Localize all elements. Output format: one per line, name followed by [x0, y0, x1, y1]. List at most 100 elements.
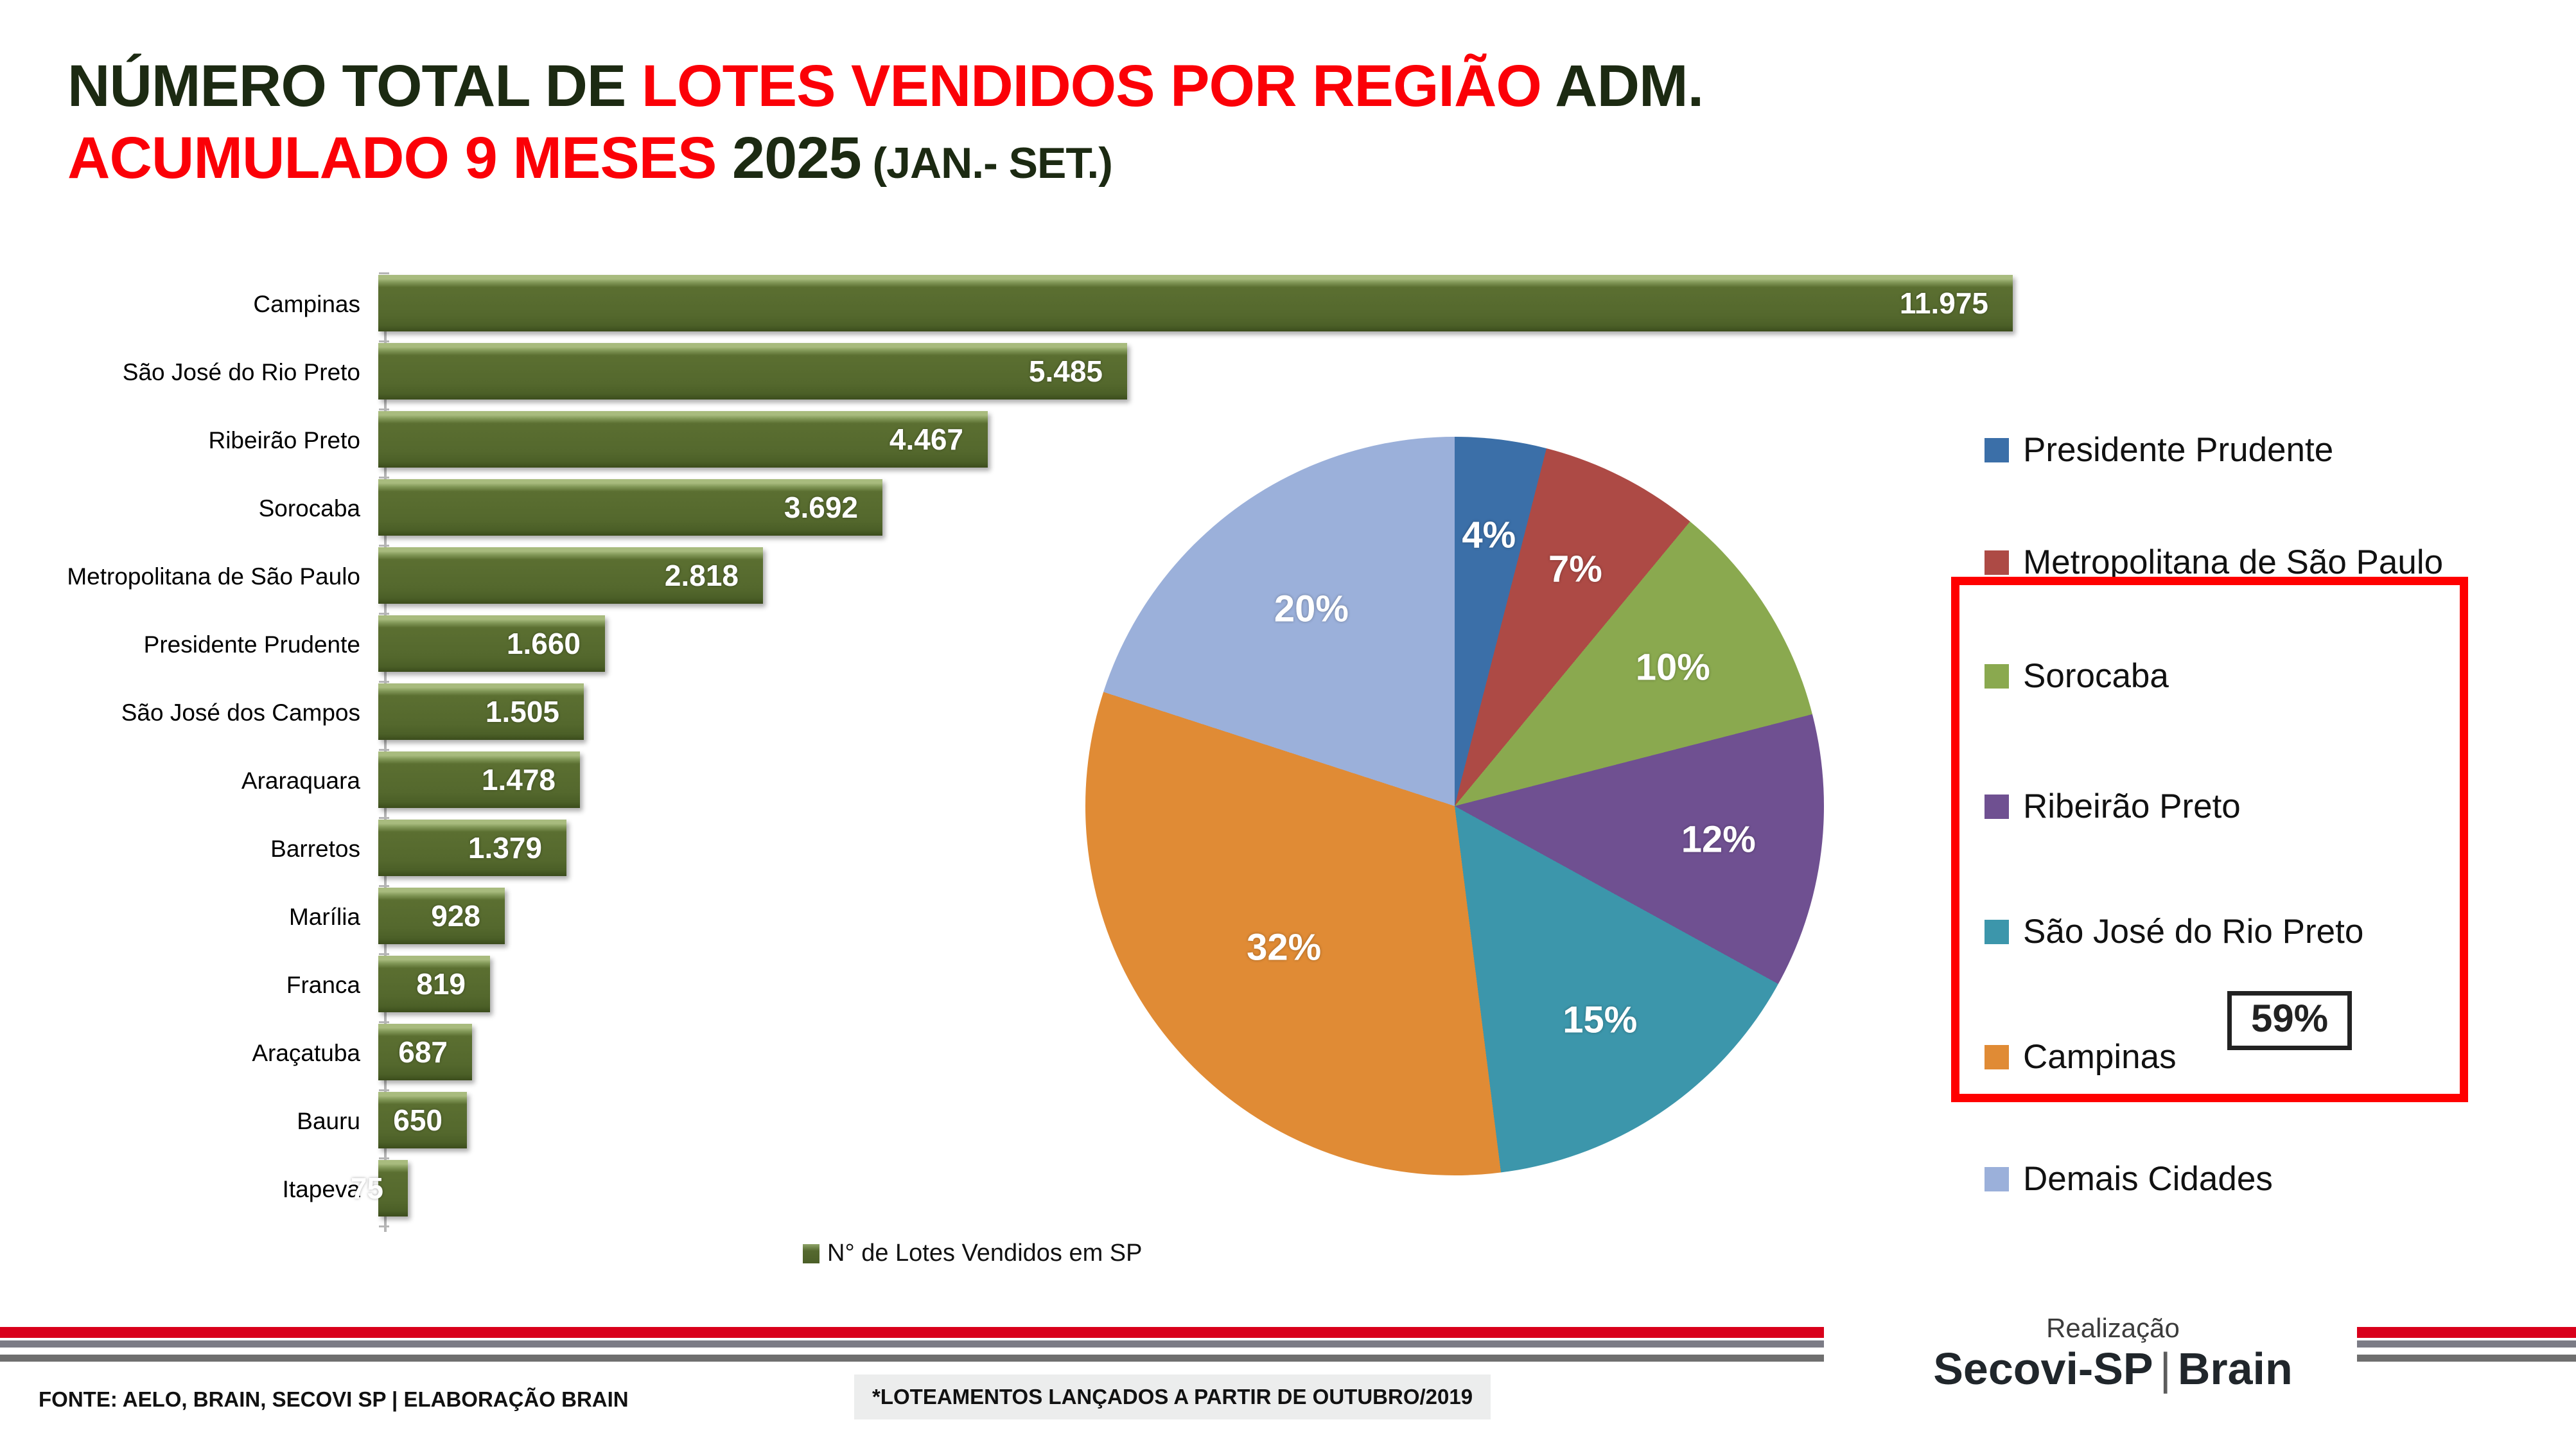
bar-axis-tick [379, 885, 389, 887]
title-segment-red-2: ACUMULADO 9 MESES [67, 125, 732, 191]
secovi-brain-logo: Realização Secovi-SP | Brain [1888, 1313, 2338, 1394]
footer-rule-gray-1 [0, 1340, 1824, 1348]
bar-axis-tick [379, 749, 389, 751]
bar-legend-swatch-icon [803, 1243, 819, 1263]
bar: 1.478 [378, 751, 580, 808]
bar-track: 819 [376, 952, 1040, 1019]
bar-category-label: Araraquara [241, 768, 360, 794]
bar-category-label: Marília [288, 904, 360, 930]
pie-slice-label: 12% [1681, 818, 1756, 861]
logo-rule-gray-1 [2357, 1340, 2576, 1348]
bar: 1.379 [378, 820, 566, 876]
bar-category-label: Bauru [297, 1108, 360, 1134]
bar-track: 5.485 [376, 339, 1127, 406]
bar-track: 650 [376, 1088, 1040, 1155]
bar-value-label: 1.505 [485, 695, 559, 728]
bar-row: Ribeirão Preto 4.467 [0, 407, 1040, 474]
logo-rule-gray-2 [2357, 1355, 2576, 1362]
bar: 1.505 [378, 683, 584, 740]
bar: 3.692 [378, 479, 882, 536]
pie-legend-item[interactable]: São José do Rio Preto [1985, 912, 2363, 951]
bar-track: 1.505 [376, 680, 1040, 746]
bar-axis-tick [379, 953, 389, 955]
bar-track: 3.692 [376, 475, 1040, 542]
pie-legend-item[interactable]: Sorocaba [1985, 656, 2169, 696]
bar-row: São José dos Campos 1.505 [0, 680, 1040, 746]
bar-track: 11.975 [376, 271, 2013, 338]
page-title: NÚMERO TOTAL DE LOTES VENDIDOS POR REGIÃ… [67, 50, 2379, 199]
bar: 928 [378, 888, 505, 944]
bar-row: Araçatuba 687 [0, 1020, 1040, 1087]
bar-axis-tick [379, 477, 389, 479]
bar-value-label: 819 [416, 967, 466, 1001]
bar-row: Itapeva 75 [0, 1156, 1040, 1223]
bar-value-label: 4.467 [889, 423, 963, 456]
pie-slice-label: 7% [1548, 548, 1602, 590]
logo-rule-red [2357, 1327, 2576, 1338]
bar-row: Franca 819 [0, 952, 1040, 1019]
pie-legend-item[interactable]: Ribeirão Preto [1985, 787, 2241, 826]
pie-legend-swatch-icon [1985, 550, 2009, 575]
pie-legend-swatch-icon [1985, 1044, 2009, 1069]
bar-value-label: 5.485 [1028, 355, 1103, 388]
logo-subtitle: Realização [2046, 1313, 2180, 1343]
bar-axis-tick [379, 1157, 389, 1159]
bar-axis-tick [379, 1089, 389, 1091]
bar-row: Presidente Prudente 1.660 [0, 611, 1040, 678]
title-segment-dark-2: ADM. [1541, 53, 1704, 119]
bar-value-label: 650 [393, 1103, 442, 1137]
title-segment-period: (JAN.- SET.) [861, 139, 1113, 188]
footer-rule-gray-2 [0, 1355, 1824, 1362]
pie-legend-swatch-icon [1985, 663, 2009, 689]
pie-legend-label: São José do Rio Preto [2023, 913, 2364, 951]
bar-track: 928 [376, 884, 1040, 951]
bar-value-label: 1.379 [468, 831, 542, 865]
title-segment-year: 2025 [732, 125, 862, 191]
pie-legend-item[interactable]: Campinas [1985, 1037, 2177, 1076]
bar-value-label: 1.660 [506, 627, 581, 660]
pie-legend-swatch-icon [1985, 919, 2009, 944]
bar-value-label: 1.478 [481, 763, 556, 796]
bar-track: 1.660 [376, 611, 1040, 678]
bar-chart: Campinas 11.975 São José do Rio Preto 5.485… [0, 270, 2013, 1272]
pie-legend-item[interactable]: Presidente Prudente [1985, 430, 2333, 470]
bar-value-label: 3.692 [784, 491, 858, 524]
pie-legend-swatch-icon [1985, 437, 2009, 462]
bar-value-label: 75 [350, 1172, 383, 1205]
title-line-1: NÚMERO TOTAL DE LOTES VENDIDOS POR REGIÃ… [67, 50, 2379, 122]
bar-category-label: Metropolitana de São Paulo [67, 563, 360, 590]
bar-category-label: São José dos Campos [121, 699, 360, 726]
bar-axis-tick [379, 1021, 389, 1023]
bar-row: Marília 928 [0, 884, 1040, 951]
logo-separator: | [2159, 1344, 2171, 1394]
bar-track: 1.379 [376, 816, 1040, 883]
bar-row: Campinas 11.975 [0, 271, 2013, 338]
bar-axis-tick [379, 817, 389, 819]
bar-chart-legend: N° de Lotes Vendidos em SP [803, 1240, 1143, 1267]
bar: 1.660 [378, 615, 605, 672]
title-segment-dark: NÚMERO TOTAL DE [67, 53, 642, 119]
bar-axis-tick [379, 613, 389, 615]
bar-row: Metropolitana de São Paulo 2.818 [0, 543, 1040, 610]
pie-legend-label: Campinas [2023, 1038, 2177, 1076]
bar: 687 [378, 1024, 472, 1080]
bar: 2.818 [378, 547, 763, 604]
pie-slice-label: 10% [1635, 646, 1710, 689]
pie-legend-item[interactable]: Metropolitana de São Paulo [1985, 543, 2443, 582]
footer-divider [0, 1324, 1824, 1364]
bar-axis-tick [379, 408, 389, 410]
bar-category-label: Campinas [253, 291, 360, 317]
bar-value-label: 11.975 [1899, 286, 1988, 320]
pie-slice-label: 15% [1563, 999, 1638, 1041]
pie-legend-label: Ribeirão Preto [2023, 787, 2241, 825]
pie-slice-label: 20% [1274, 588, 1349, 630]
pie-legend-item[interactable]: Demais Cidades [1985, 1159, 2273, 1199]
pie-legend-label: Metropolitana de São Paulo [2023, 543, 2444, 581]
legend-highlight-box [1951, 577, 2468, 1102]
pie-chart: 4% 7% 10% 12% 15% 32% 20% [1085, 437, 1824, 1175]
bar-row: Araraquara 1.478 [0, 748, 1040, 814]
pie-legend-swatch-icon [1985, 794, 2009, 819]
bar-axis-tick [379, 545, 389, 547]
pie-graphic [1085, 437, 1824, 1175]
pie-legend-swatch-icon [1985, 1166, 2009, 1191]
